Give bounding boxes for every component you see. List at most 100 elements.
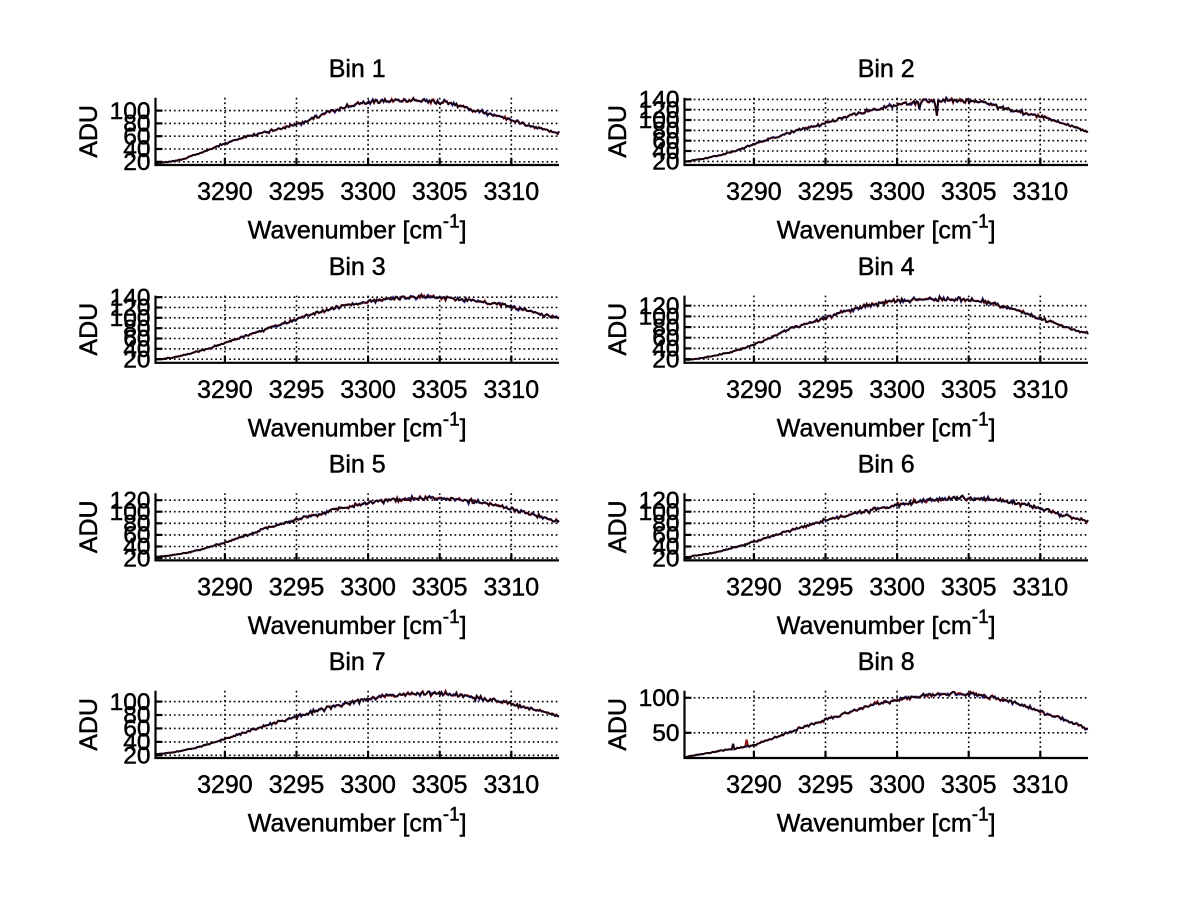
svg-text:100: 100 xyxy=(639,499,680,526)
svg-text:ADU: ADU xyxy=(75,303,103,356)
svg-text:120: 120 xyxy=(110,487,151,514)
svg-text:3300: 3300 xyxy=(340,771,396,799)
svg-text:Wavenumber [cm-1]: Wavenumber [cm-1] xyxy=(777,212,996,245)
svg-text:3300: 3300 xyxy=(340,573,396,601)
svg-text:100: 100 xyxy=(639,107,680,134)
svg-text:3295: 3295 xyxy=(269,771,325,799)
svg-text:100: 100 xyxy=(110,98,151,125)
svg-text:40: 40 xyxy=(652,534,679,561)
svg-text:60: 60 xyxy=(123,123,150,150)
svg-text:3290: 3290 xyxy=(726,376,782,404)
svg-text:3305: 3305 xyxy=(412,771,468,799)
svg-text:3300: 3300 xyxy=(869,178,925,206)
svg-text:3310: 3310 xyxy=(1012,178,1068,206)
svg-text:Bin 5: Bin 5 xyxy=(329,450,386,478)
svg-text:80: 80 xyxy=(123,315,150,342)
svg-text:3295: 3295 xyxy=(269,178,325,206)
svg-text:3290: 3290 xyxy=(197,376,253,404)
svg-text:3310: 3310 xyxy=(1012,771,1068,799)
svg-text:3305: 3305 xyxy=(941,771,997,799)
svg-text:3310: 3310 xyxy=(1012,376,1068,404)
svg-text:Bin 4: Bin 4 xyxy=(858,253,915,281)
svg-text:60: 60 xyxy=(123,326,150,353)
svg-text:3295: 3295 xyxy=(269,573,325,601)
svg-text:20: 20 xyxy=(652,346,679,373)
svg-text:120: 120 xyxy=(639,293,680,320)
svg-text:20: 20 xyxy=(652,545,679,572)
svg-text:60: 60 xyxy=(652,128,679,155)
svg-text:20: 20 xyxy=(123,545,150,572)
svg-text:3290: 3290 xyxy=(726,573,782,601)
svg-text:100: 100 xyxy=(110,689,151,716)
svg-text:40: 40 xyxy=(123,136,150,163)
svg-text:3300: 3300 xyxy=(869,573,925,601)
svg-text:3290: 3290 xyxy=(197,573,253,601)
svg-text:20: 20 xyxy=(652,149,679,176)
svg-text:80: 80 xyxy=(652,314,679,341)
svg-text:20: 20 xyxy=(123,149,150,176)
svg-text:3300: 3300 xyxy=(869,771,925,799)
svg-text:80: 80 xyxy=(123,111,150,138)
svg-text:Bin 1: Bin 1 xyxy=(329,55,386,83)
svg-text:3295: 3295 xyxy=(798,771,854,799)
svg-text:80: 80 xyxy=(123,511,150,538)
svg-text:3295: 3295 xyxy=(798,573,854,601)
svg-text:ADU: ADU xyxy=(604,500,632,553)
svg-text:120: 120 xyxy=(110,295,151,322)
svg-text:100: 100 xyxy=(639,304,680,331)
svg-text:20: 20 xyxy=(123,346,150,373)
svg-text:3290: 3290 xyxy=(197,771,253,799)
svg-text:120: 120 xyxy=(639,97,680,124)
svg-text:20: 20 xyxy=(123,743,150,770)
svg-text:3295: 3295 xyxy=(798,178,854,206)
svg-text:Wavenumber [cm-1]: Wavenumber [cm-1] xyxy=(248,607,467,640)
svg-text:3310: 3310 xyxy=(483,376,539,404)
svg-text:100: 100 xyxy=(110,499,151,526)
svg-text:Wavenumber [cm-1]: Wavenumber [cm-1] xyxy=(777,805,996,838)
svg-text:3310: 3310 xyxy=(483,178,539,206)
svg-text:ADU: ADU xyxy=(604,303,632,356)
svg-text:120: 120 xyxy=(639,487,680,514)
svg-text:40: 40 xyxy=(123,336,150,363)
svg-text:ADU: ADU xyxy=(75,105,103,158)
svg-text:3310: 3310 xyxy=(483,771,539,799)
svg-text:ADU: ADU xyxy=(75,698,103,751)
svg-text:50: 50 xyxy=(652,720,679,747)
svg-text:Wavenumber [cm-1]: Wavenumber [cm-1] xyxy=(248,212,467,245)
svg-text:80: 80 xyxy=(652,511,679,538)
svg-text:3295: 3295 xyxy=(269,376,325,404)
svg-text:140: 140 xyxy=(639,87,680,114)
svg-text:Bin 2: Bin 2 xyxy=(858,55,915,83)
svg-text:3310: 3310 xyxy=(1012,573,1068,601)
svg-text:60: 60 xyxy=(652,522,679,549)
svg-text:60: 60 xyxy=(123,522,150,549)
svg-text:40: 40 xyxy=(123,729,150,756)
svg-text:3290: 3290 xyxy=(726,178,782,206)
svg-text:3300: 3300 xyxy=(340,376,396,404)
svg-text:ADU: ADU xyxy=(604,698,632,751)
svg-text:40: 40 xyxy=(652,336,679,363)
svg-text:Bin 3: Bin 3 xyxy=(329,253,386,281)
svg-text:80: 80 xyxy=(652,118,679,145)
svg-text:3290: 3290 xyxy=(197,178,253,206)
svg-text:100: 100 xyxy=(639,685,680,712)
svg-text:ADU: ADU xyxy=(75,500,103,553)
svg-text:40: 40 xyxy=(123,534,150,561)
svg-text:Wavenumber [cm-1]: Wavenumber [cm-1] xyxy=(777,607,996,640)
svg-text:40: 40 xyxy=(652,138,679,165)
svg-text:3305: 3305 xyxy=(412,178,468,206)
svg-text:Wavenumber [cm-1]: Wavenumber [cm-1] xyxy=(248,409,467,442)
svg-text:3300: 3300 xyxy=(869,376,925,404)
svg-text:Bin 8: Bin 8 xyxy=(858,648,915,676)
svg-text:3290: 3290 xyxy=(726,771,782,799)
svg-text:Bin 6: Bin 6 xyxy=(858,450,915,478)
svg-text:Bin 7: Bin 7 xyxy=(329,648,386,676)
svg-text:3305: 3305 xyxy=(412,573,468,601)
svg-text:3300: 3300 xyxy=(340,178,396,206)
svg-text:60: 60 xyxy=(123,716,150,743)
svg-text:3305: 3305 xyxy=(941,376,997,404)
svg-text:3305: 3305 xyxy=(412,376,468,404)
svg-text:3295: 3295 xyxy=(798,376,854,404)
svg-text:3305: 3305 xyxy=(941,573,997,601)
svg-text:Wavenumber [cm-1]: Wavenumber [cm-1] xyxy=(248,805,467,838)
